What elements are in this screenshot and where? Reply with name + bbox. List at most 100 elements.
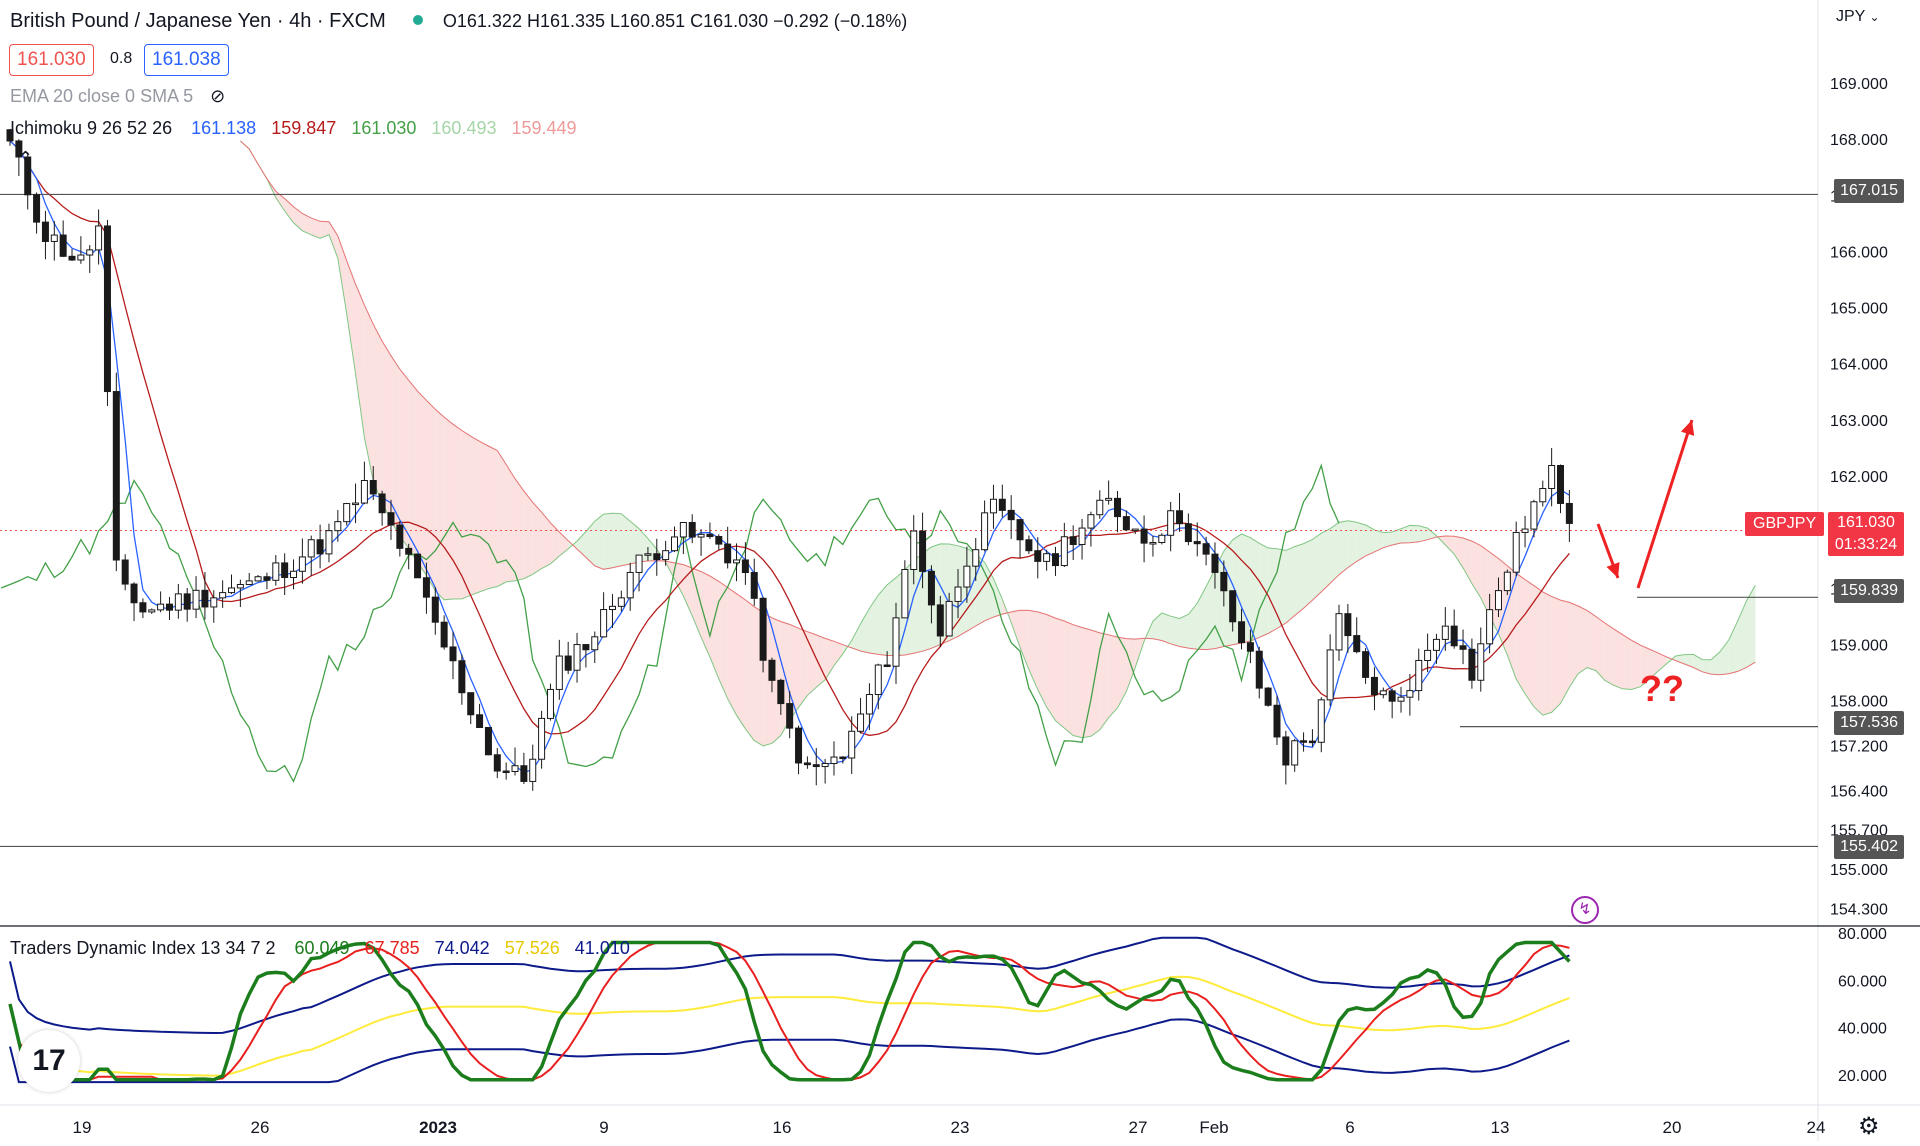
tdi-lower-band-value: 41.010 xyxy=(574,938,630,958)
candle-down xyxy=(1308,740,1316,744)
cloud-segment xyxy=(709,575,719,679)
candle-down xyxy=(759,597,767,661)
cloud-segment xyxy=(417,391,427,576)
candle-down xyxy=(476,714,484,728)
cloud-segment xyxy=(506,464,516,582)
price-tick-label: 165.000 xyxy=(1830,301,1888,318)
candle-up xyxy=(1379,690,1387,696)
cloud-segment xyxy=(1445,536,1455,555)
currency-selector[interactable]: JPY ⌄ xyxy=(1836,8,1880,26)
up-arrow-head xyxy=(1680,420,1695,436)
candle-up xyxy=(1167,510,1175,536)
cloud-segment xyxy=(1569,602,1579,688)
level-157-label: 157.536 xyxy=(1840,714,1898,731)
level-tag-157[interactable]: 157.536 xyxy=(1834,711,1904,735)
tdi-red-value: 67.785 xyxy=(364,938,420,958)
cloud-segment xyxy=(364,305,374,482)
cloud-segment xyxy=(1409,525,1419,543)
tdi-legend[interactable]: Traders Dynamic Index 13 34 7 2 60.049 6… xyxy=(10,938,630,959)
cloud-segment xyxy=(1578,606,1588,674)
annotation-question: ?? xyxy=(1640,668,1684,709)
settings-gear-icon[interactable]: ⚙ xyxy=(1858,1113,1880,1140)
last-price-tag[interactable]: 161.030 01:33:24 xyxy=(1828,512,1904,556)
buy-price: 161.038 xyxy=(152,49,221,70)
candle-down xyxy=(1370,676,1378,696)
candle-up xyxy=(910,530,918,570)
collapse-legend-icon[interactable]: ⌃ xyxy=(18,148,34,168)
candle-down xyxy=(1140,528,1148,544)
tdi-upper-band xyxy=(9,936,1570,1035)
candle-up xyxy=(1494,590,1502,611)
symbol-tag[interactable]: GBPJPY xyxy=(1745,512,1825,536)
candle-down xyxy=(1007,509,1015,521)
candle-down xyxy=(112,391,120,561)
cloud-segment xyxy=(1542,591,1552,716)
cloud-segment xyxy=(612,513,622,568)
time-tick-label: 13 xyxy=(1491,1118,1510,1137)
level-tag-159[interactable]: 159.839 xyxy=(1834,579,1904,603)
level-tag-155[interactable]: 155.402 xyxy=(1834,835,1904,859)
ichimoku-legend[interactable]: Ichimoku 9 26 52 26 161.138 159.847 161.… xyxy=(10,118,577,139)
time-tick-label: 6 xyxy=(1345,1118,1354,1137)
cloud-segment xyxy=(550,522,560,564)
time-tick-label: 27 xyxy=(1129,1118,1148,1137)
candle-up xyxy=(1512,531,1520,573)
candle-up xyxy=(555,655,563,690)
cloud-segment xyxy=(718,581,728,699)
buy-price-box[interactable]: 161.038 xyxy=(144,44,229,76)
symbol-title[interactable]: British Pound / Japanese Yen · 4h · FXCM xyxy=(10,10,386,32)
ohlc-values: O161.322 H161.335 L160.851 C161.030 −0.2… xyxy=(442,11,908,31)
cloud-segment xyxy=(1090,630,1100,737)
cloud-segment xyxy=(1746,585,1756,668)
candle-down xyxy=(502,770,510,774)
candle-down xyxy=(1459,645,1467,650)
candle-up xyxy=(1087,514,1095,529)
cloud-segment xyxy=(1276,548,1286,629)
candle-down xyxy=(396,524,404,549)
cloud-segment xyxy=(1117,637,1127,708)
candle-up xyxy=(1335,613,1343,651)
cloud-segment xyxy=(373,324,383,503)
time-tick-label: 23 xyxy=(951,1118,970,1137)
tdi-red-line xyxy=(9,941,1570,1081)
level-159-label: 159.839 xyxy=(1840,582,1898,599)
cloud-segment xyxy=(727,587,737,716)
candle-down xyxy=(458,660,466,694)
cloud-segment xyxy=(1268,547,1277,634)
candle-up xyxy=(945,600,953,637)
candle-down xyxy=(1114,497,1121,518)
sell-price-box[interactable]: 161.030 xyxy=(9,44,94,76)
candle-up xyxy=(989,498,997,514)
candle-up xyxy=(901,568,909,619)
cloud-segment xyxy=(1533,585,1543,716)
level-tag-167[interactable]: 167.015 xyxy=(1834,179,1904,203)
cloud-segment xyxy=(683,564,693,616)
cloud-segment xyxy=(497,450,507,587)
cloud-segment xyxy=(798,628,808,708)
time-tick-label: 20 xyxy=(1663,1118,1682,1137)
hidden-eye-icon[interactable]: ⊘ xyxy=(210,86,226,106)
candle-down xyxy=(927,570,935,606)
lightning-icon[interactable]: ↯ xyxy=(1571,896,1599,924)
cloud-segment xyxy=(1028,610,1038,690)
cloud-segment xyxy=(1020,610,1029,670)
candle-up xyxy=(511,765,519,772)
cloud-segment xyxy=(1383,532,1393,548)
ema-legend[interactable]: EMA 20 close 0 SMA 5 ⊘ xyxy=(10,86,225,107)
candle-up xyxy=(573,644,581,671)
ema-label: EMA 20 close 0 SMA 5 xyxy=(10,86,194,106)
cloud-segment xyxy=(470,436,480,596)
candle-down xyxy=(1565,502,1573,524)
chart-legend: British Pound / Japanese Yen · 4h · FXCM… xyxy=(10,10,907,33)
candle-down xyxy=(919,530,927,572)
candle-down xyxy=(998,498,1006,511)
candle-up xyxy=(538,717,546,760)
cloud-segment xyxy=(993,578,1003,618)
cloud-segment xyxy=(1649,649,1658,680)
tdi-green-line xyxy=(8,940,1571,1082)
cloud-segment xyxy=(869,594,879,655)
candle-up xyxy=(245,580,253,585)
tradingview-logo-icon[interactable]: 17 xyxy=(18,1030,80,1092)
candle-down xyxy=(741,559,749,574)
